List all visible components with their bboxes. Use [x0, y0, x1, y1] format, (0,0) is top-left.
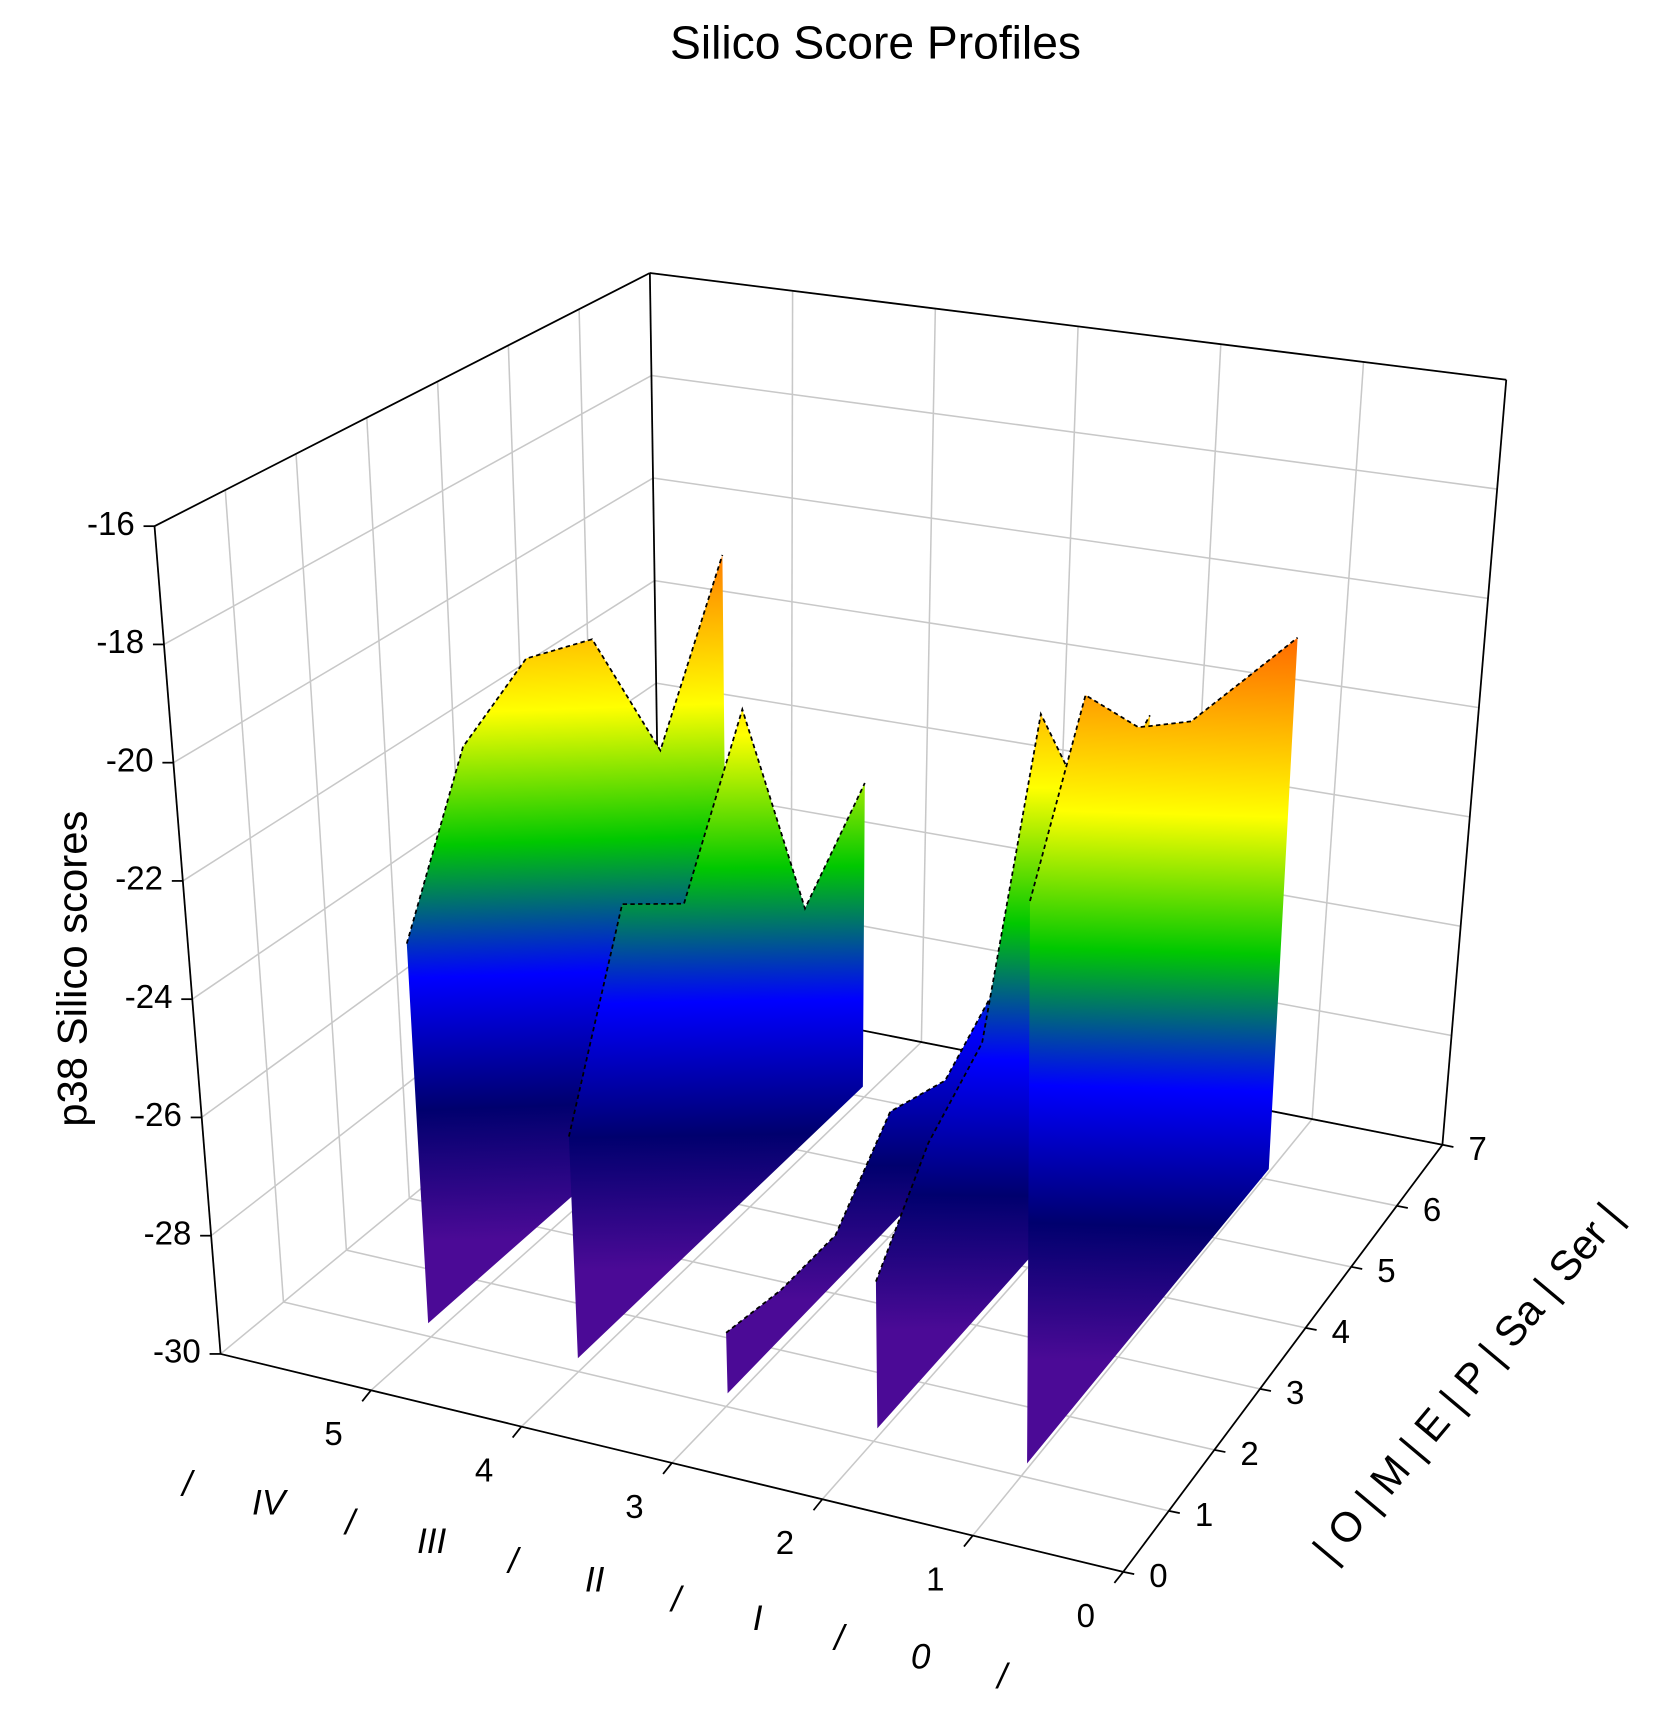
depth-tick-label: 4	[1332, 1313, 1350, 1350]
x-tick-label: 1	[926, 1561, 944, 1598]
x-tick-label: 2	[776, 1524, 794, 1561]
x-tick-label: 3	[625, 1488, 643, 1525]
axis-edge	[1441, 379, 1508, 1145]
profile-outline	[405, 554, 724, 944]
profile-wall	[406, 554, 728, 1324]
axis-edge	[220, 1353, 1124, 1573]
depth-tick	[1351, 1265, 1363, 1270]
profile-wall	[568, 709, 865, 1359]
x-tick	[1113, 1571, 1124, 1584]
depth-tick-label: 2	[1240, 1435, 1258, 1472]
depth-tick-label: 1	[1195, 1496, 1213, 1533]
depth-tick	[1259, 1387, 1272, 1392]
grid-line	[224, 489, 285, 1303]
depth-axis-label: | O | M | E | P | Sa | Ser |	[1303, 1194, 1631, 1572]
depth-tick	[1168, 1510, 1180, 1514]
depth-tick	[1396, 1204, 1408, 1209]
profile-outline	[725, 976, 1003, 1334]
x-category-label: /	[506, 1541, 521, 1580]
x-category-label: /	[180, 1464, 195, 1503]
y-tick-label: -28	[144, 1214, 192, 1251]
axis-edge	[649, 272, 1507, 381]
x-tick	[361, 1389, 372, 1402]
profile-wall	[1027, 637, 1298, 1464]
depth-tick	[1214, 1449, 1226, 1453]
depth-tick-label: 6	[1423, 1191, 1441, 1228]
x-category-label: /	[669, 1580, 684, 1619]
x-category-label: /	[343, 1503, 358, 1542]
x-category-label: /	[995, 1657, 1010, 1696]
profile-outline	[1029, 636, 1299, 902]
grid-line	[520, 1041, 922, 1428]
x-tick-label: 0	[1077, 1597, 1095, 1634]
depth-tick-label: 5	[1377, 1252, 1395, 1289]
x-category-label: 0	[911, 1638, 931, 1677]
depth-tick	[1305, 1326, 1317, 1331]
grid-line	[972, 1118, 1313, 1537]
x-tick	[511, 1426, 523, 1439]
profile-outline	[568, 706, 866, 1137]
axis-edge	[1122, 1144, 1444, 1573]
x-tick-label: 5	[324, 1415, 342, 1452]
depth-tick-label: 3	[1286, 1374, 1304, 1411]
depth-tick-label: 7	[1468, 1130, 1486, 1167]
grid-line	[920, 308, 937, 1043]
grid-line	[173, 477, 654, 764]
x-tick-label: 4	[475, 1452, 493, 1489]
axis-edge	[154, 272, 651, 527]
y-tick-label: -18	[96, 623, 144, 660]
y-tick-label: -16	[87, 505, 135, 542]
x-category-label: I	[753, 1599, 763, 1638]
axis-edge	[153, 526, 222, 1355]
grid-line	[1311, 361, 1365, 1120]
grid-line	[163, 374, 652, 646]
depth-tick-label: 0	[1149, 1557, 1167, 1594]
y-tick-label: -26	[134, 1096, 182, 1133]
chart-title: Silico Score Profiles	[670, 16, 1081, 68]
y-tick-label: -22	[115, 860, 163, 897]
depth-tick	[1442, 1143, 1454, 1148]
x-tick	[812, 1498, 824, 1511]
x-tick	[963, 1535, 974, 1548]
x-category-label: II	[585, 1561, 605, 1600]
grid-line	[182, 579, 656, 882]
grid-line	[366, 417, 411, 1199]
x-category-label: III	[417, 1522, 447, 1561]
y-axis-label: p38 Silico scores	[48, 811, 95, 1127]
depth-tick	[1123, 1571, 1135, 1575]
x-category-label: IV	[252, 1484, 289, 1523]
y-tick-label: -20	[106, 741, 154, 778]
y-tick-label: -24	[125, 978, 173, 1015]
y-tick-label: -30	[153, 1333, 201, 1370]
profile-wall	[726, 977, 1002, 1394]
x-tick	[662, 1462, 673, 1475]
grid-line	[295, 453, 348, 1251]
x-category-label: /	[832, 1618, 847, 1657]
